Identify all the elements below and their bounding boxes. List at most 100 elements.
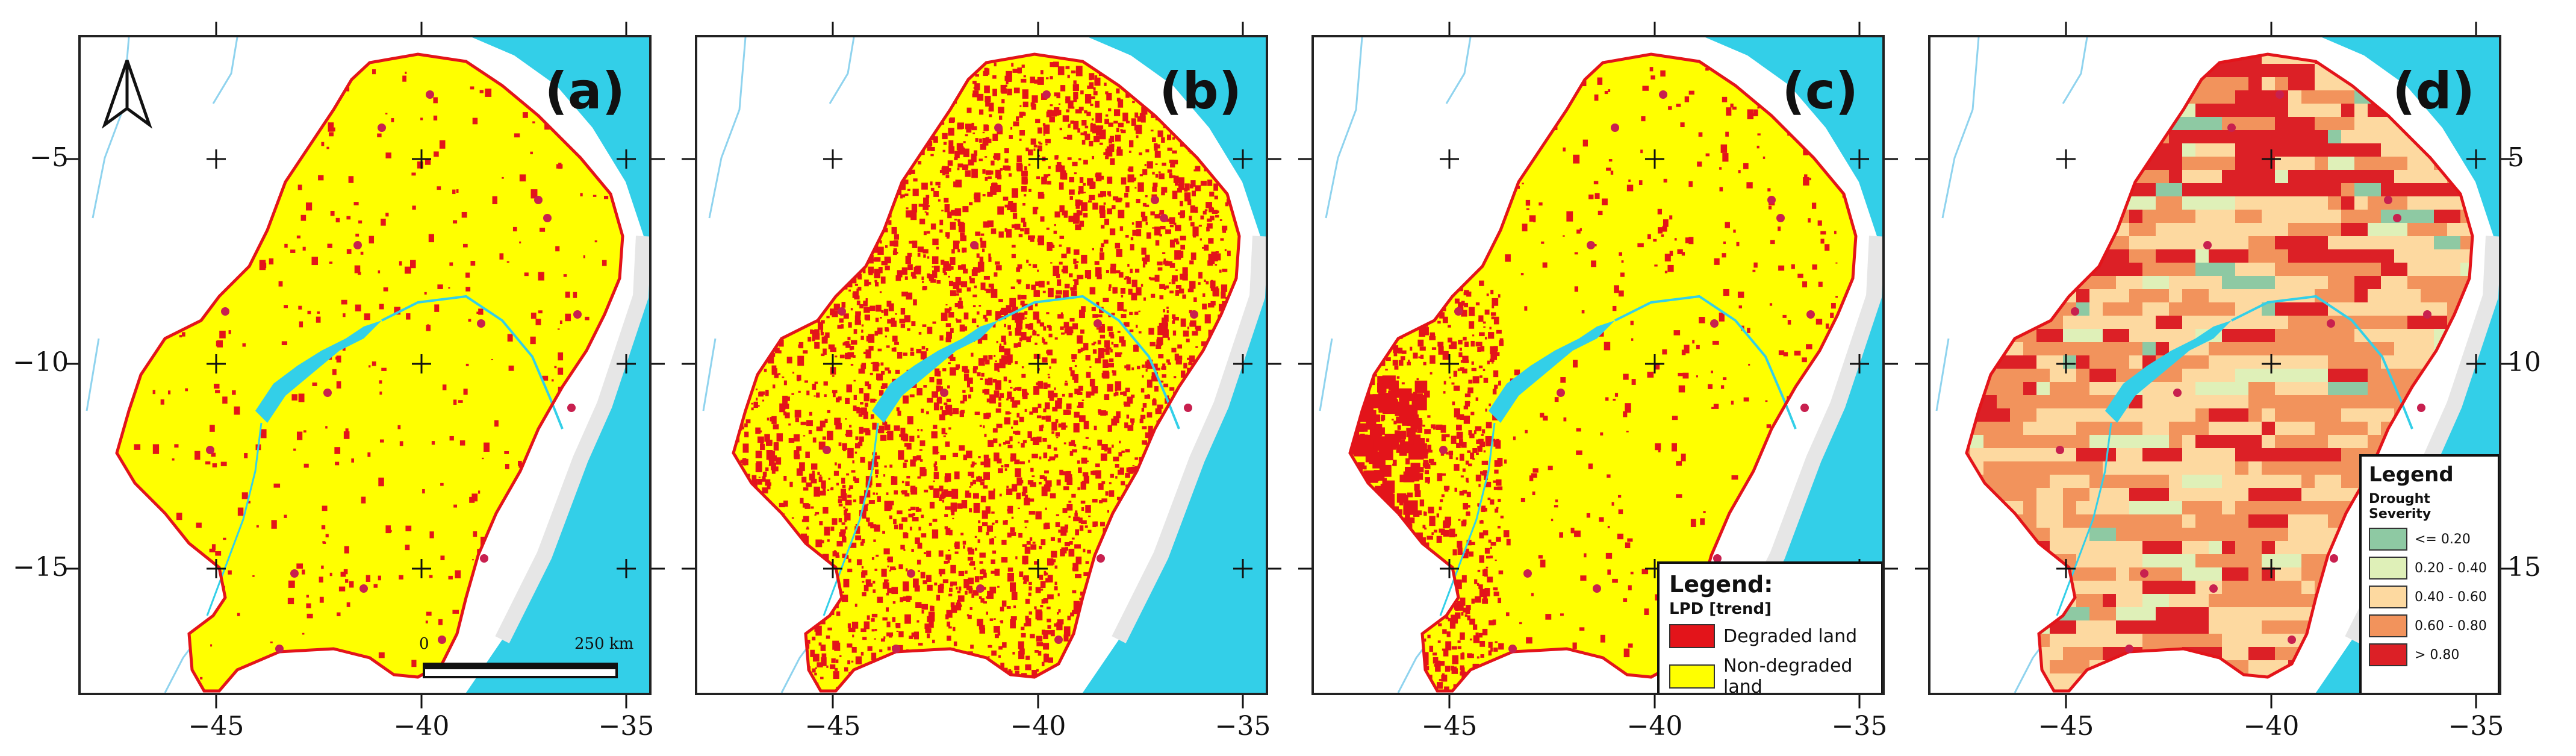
degraded-patch — [1095, 113, 1103, 123]
degraded-patch — [1073, 516, 1080, 522]
degraded-patch — [1013, 121, 1019, 127]
degraded-patch — [1154, 151, 1161, 158]
degraded-patch — [926, 348, 929, 351]
degraded-patch — [886, 621, 891, 628]
degraded-patch — [1001, 557, 1008, 563]
degraded-patch — [877, 348, 882, 352]
degraded-patch — [871, 652, 877, 661]
degraded-patch — [962, 164, 968, 170]
degraded-patch — [870, 524, 877, 529]
degraded-patch — [891, 317, 895, 323]
degraded-patch — [966, 614, 969, 617]
degraded-patch — [379, 439, 384, 443]
city-marker — [823, 446, 831, 454]
degraded-patch — [1166, 218, 1172, 222]
degraded-patch — [854, 478, 859, 484]
degraded-patch — [1014, 223, 1021, 230]
degraded-patch — [1118, 469, 1124, 475]
degraded-patch — [1180, 201, 1183, 207]
degraded-patch — [1056, 480, 1061, 486]
degraded-patch — [974, 83, 980, 91]
degraded-patch — [992, 651, 996, 655]
degraded-patch — [909, 169, 915, 174]
degraded-patch — [929, 620, 934, 628]
degraded-patch — [1103, 359, 1109, 368]
degraded-patch — [853, 499, 857, 502]
degraded-patch — [530, 312, 537, 319]
degraded-patch — [1725, 131, 1729, 137]
degraded-patch — [1206, 202, 1212, 208]
degraded-patch — [855, 535, 862, 540]
degraded-patch — [989, 539, 995, 545]
degraded-patch — [1057, 611, 1059, 615]
degraded-patch — [957, 163, 963, 167]
degraded-patch — [951, 249, 955, 254]
degraded-patch — [991, 559, 995, 564]
degraded-patch — [351, 458, 355, 463]
degraded-patch — [1009, 582, 1016, 592]
degraded-patch — [922, 204, 929, 210]
degraded-patch — [1071, 290, 1074, 295]
degraded-patch — [1109, 136, 1115, 143]
degraded-patch — [1064, 425, 1068, 428]
degraded-patch — [1047, 618, 1051, 623]
degraded-patch — [1594, 193, 1600, 199]
degraded-patch — [1054, 581, 1057, 586]
degraded-patch — [1134, 457, 1139, 460]
degraded-patch — [853, 395, 857, 400]
degraded-patch — [998, 468, 1003, 473]
degraded-patch — [1089, 140, 1094, 147]
degraded-patch — [841, 522, 845, 525]
degraded-patch — [335, 217, 340, 223]
degraded-patch — [336, 355, 341, 363]
degraded-patch — [944, 526, 948, 530]
degraded-patch — [1116, 249, 1122, 257]
degraded-patch — [1033, 148, 1036, 151]
degraded-patch — [851, 622, 859, 629]
degraded-patch — [1072, 449, 1077, 453]
degraded-patch — [859, 426, 863, 434]
degraded-patch — [1068, 100, 1074, 109]
degraded-patch — [959, 324, 965, 332]
degraded-patch — [944, 261, 949, 265]
degraded-patch — [980, 569, 986, 575]
degraded-patch — [321, 142, 325, 146]
degraded-patch — [1109, 331, 1114, 337]
degraded-patch — [1036, 176, 1041, 180]
degraded-patch — [1200, 215, 1204, 220]
degraded-patch — [820, 331, 824, 336]
degraded-patch — [914, 585, 920, 592]
degraded-patch — [1017, 387, 1022, 391]
degraded-patch — [932, 639, 935, 643]
degraded-patch — [753, 401, 758, 408]
degraded-patch — [179, 335, 182, 338]
degraded-patch — [942, 149, 946, 152]
degraded-patch — [842, 554, 847, 558]
degraded-patch — [865, 579, 871, 587]
degraded-patch — [1098, 325, 1105, 333]
degraded-patch — [962, 206, 969, 213]
degraded-patch — [944, 166, 950, 175]
degraded-patch — [317, 311, 320, 314]
degraded-patch — [971, 318, 977, 323]
degraded-patch — [751, 402, 754, 405]
degraded-patch — [796, 446, 802, 451]
degraded-patch — [1064, 383, 1068, 386]
degraded-patch — [980, 333, 985, 340]
degraded-patch — [1043, 452, 1048, 458]
degraded-patch — [917, 435, 920, 439]
degraded-patch — [468, 319, 471, 322]
degraded-patch — [1498, 498, 1501, 502]
degraded-patch — [758, 405, 760, 407]
degraded-patch — [814, 342, 820, 349]
degraded-patch — [1105, 348, 1110, 355]
degraded-patch — [818, 642, 822, 646]
degraded-patch — [1069, 196, 1073, 200]
degraded-patch — [859, 304, 863, 308]
degraded-patch — [1041, 416, 1046, 420]
degraded-patch — [507, 334, 513, 342]
degraded-patch — [1012, 69, 1019, 73]
degraded-patch — [862, 637, 867, 640]
degraded-patch — [1153, 183, 1158, 187]
degraded-patch — [1170, 161, 1175, 168]
